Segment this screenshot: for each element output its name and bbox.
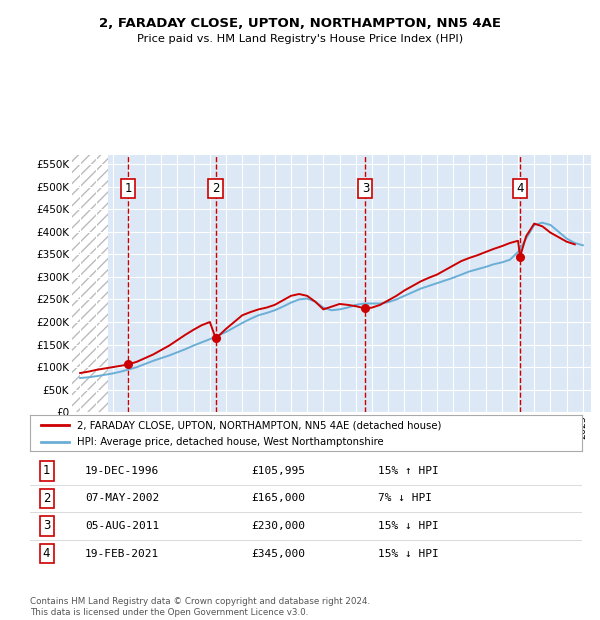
- Text: 2, FARADAY CLOSE, UPTON, NORTHAMPTON, NN5 4AE (detached house): 2, FARADAY CLOSE, UPTON, NORTHAMPTON, NN…: [77, 420, 442, 430]
- Text: HPI: Average price, detached house, West Northamptonshire: HPI: Average price, detached house, West…: [77, 436, 383, 446]
- Text: 19-FEB-2021: 19-FEB-2021: [85, 549, 160, 559]
- Text: £105,995: £105,995: [251, 466, 305, 476]
- Text: £165,000: £165,000: [251, 494, 305, 503]
- Text: 15% ↓ HPI: 15% ↓ HPI: [378, 521, 439, 531]
- Text: 07-MAY-2002: 07-MAY-2002: [85, 494, 160, 503]
- Text: 2, FARADAY CLOSE, UPTON, NORTHAMPTON, NN5 4AE: 2, FARADAY CLOSE, UPTON, NORTHAMPTON, NN…: [99, 17, 501, 30]
- Text: 15% ↑ HPI: 15% ↑ HPI: [378, 466, 439, 476]
- Text: £345,000: £345,000: [251, 549, 305, 559]
- Text: 1: 1: [43, 464, 50, 477]
- Text: 19-DEC-1996: 19-DEC-1996: [85, 466, 160, 476]
- Text: 7% ↓ HPI: 7% ↓ HPI: [378, 494, 432, 503]
- Text: 2: 2: [212, 182, 219, 195]
- Text: 3: 3: [362, 182, 369, 195]
- Text: 1: 1: [125, 182, 132, 195]
- Bar: [72, 155, 107, 412]
- Text: 2: 2: [43, 492, 50, 505]
- Text: Price paid vs. HM Land Registry's House Price Index (HPI): Price paid vs. HM Land Registry's House …: [137, 34, 463, 44]
- Text: £230,000: £230,000: [251, 521, 305, 531]
- Text: 05-AUG-2011: 05-AUG-2011: [85, 521, 160, 531]
- Text: 4: 4: [43, 547, 50, 560]
- Text: 3: 3: [43, 520, 50, 533]
- Text: 4: 4: [517, 182, 524, 195]
- Text: 15% ↓ HPI: 15% ↓ HPI: [378, 549, 439, 559]
- Text: Contains HM Land Registry data © Crown copyright and database right 2024.
This d: Contains HM Land Registry data © Crown c…: [30, 598, 370, 617]
